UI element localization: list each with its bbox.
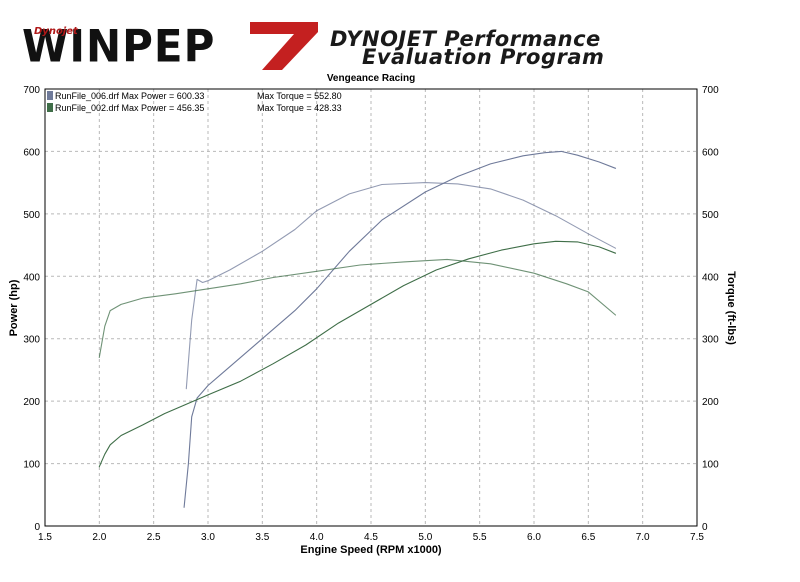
- x-tick-label: 2.5: [147, 532, 161, 543]
- x-tick-label: 5.0: [418, 532, 432, 543]
- dyno-chart: Vengeance Racing 1.5 2.0 2.5 3.0 3.5 4.0 4.5 5.…: [8, 73, 737, 556]
- y-tick-label-power: 500: [23, 210, 40, 221]
- y-tick-label-power: 400: [23, 272, 40, 283]
- y-tick-label-power: 200: [23, 397, 40, 408]
- y-tick-label-torque: 0: [702, 522, 708, 533]
- legend-swatch-run002: [47, 103, 53, 112]
- x-tick-label: 1.5: [38, 532, 52, 543]
- series-line-run002-power: [98, 240, 617, 468]
- x-tick-label: 6.0: [527, 532, 541, 543]
- y-tick-label-torque: 100: [702, 460, 719, 471]
- x-tick-label: 3.5: [255, 532, 269, 543]
- y-tick-label-torque: 500: [702, 210, 719, 221]
- legend-torque-run006: Max Torque = 552.80: [257, 91, 342, 101]
- legend: RunFile_006.drf Max Power = 600.33 Max T…: [47, 91, 342, 113]
- y-tick-label-torque: 600: [702, 147, 719, 158]
- axis-ticks: 1.5 2.0 2.5 3.0 3.5 4.0 4.5 5.0 5.5 6.0 6.5 7.0 7.50…: [23, 85, 719, 543]
- winpep-logo-text: WINPEP: [22, 20, 216, 73]
- program-title-line1: DYNOJET Performance: [330, 27, 601, 51]
- x-tick-label: 2.0: [92, 532, 106, 543]
- program-title-line2: Evaluation Program: [362, 45, 605, 69]
- y-tick-label-torque: 400: [702, 272, 719, 283]
- x-tick-label: 5.5: [473, 532, 487, 543]
- x-tick-label: 3.0: [201, 532, 215, 543]
- y-tick-label-power: 300: [23, 335, 40, 346]
- y-tick-label-power: 0: [34, 522, 40, 533]
- series-line-run006-torque: [185, 182, 617, 390]
- plot-frame: [44, 88, 698, 527]
- legend-swatch-run006: [47, 91, 53, 100]
- x-tick-label: 7.5: [690, 532, 704, 543]
- x-tick-label: 4.0: [310, 532, 324, 543]
- dynojet-logo-tag: Dynojet: [34, 26, 78, 37]
- legend-torque-run002: Max Torque = 428.33: [257, 103, 342, 113]
- logo-seven-icon: [250, 22, 318, 70]
- legend-item-run006: RunFile_006.drf Max Power = 600.33: [55, 91, 204, 101]
- legend-item-run002: RunFile_002.drf Max Power = 456.35: [55, 103, 204, 113]
- y-tick-label-torque: 700: [702, 85, 719, 96]
- y-tick-label-power: 700: [23, 85, 40, 96]
- y-tick-label-torque: 200: [702, 397, 719, 408]
- series-lines: [98, 150, 617, 508]
- app-header: WINPEP Dynojet DYNOJET Performance Evalu…: [0, 0, 800, 76]
- x-axis-label: Engine Speed (RPM x1000): [300, 544, 442, 556]
- x-tick-label: 7.0: [636, 532, 650, 543]
- x-tick-label: 4.5: [364, 532, 378, 543]
- grid-lines: [45, 89, 697, 526]
- y-tick-label-power: 100: [23, 460, 40, 471]
- series-line-run006-power: [183, 150, 617, 508]
- x-tick-label: 6.5: [581, 532, 595, 543]
- y-axis-label-torque: Torque (ft-lbs): [725, 271, 737, 345]
- chart-title: Vengeance Racing: [327, 73, 415, 84]
- y-tick-label-power: 600: [23, 147, 40, 158]
- series-line-run002-torque: [98, 258, 617, 358]
- y-tick-label-torque: 300: [702, 335, 719, 346]
- y-axis-label-power: Power (hp): [8, 279, 20, 336]
